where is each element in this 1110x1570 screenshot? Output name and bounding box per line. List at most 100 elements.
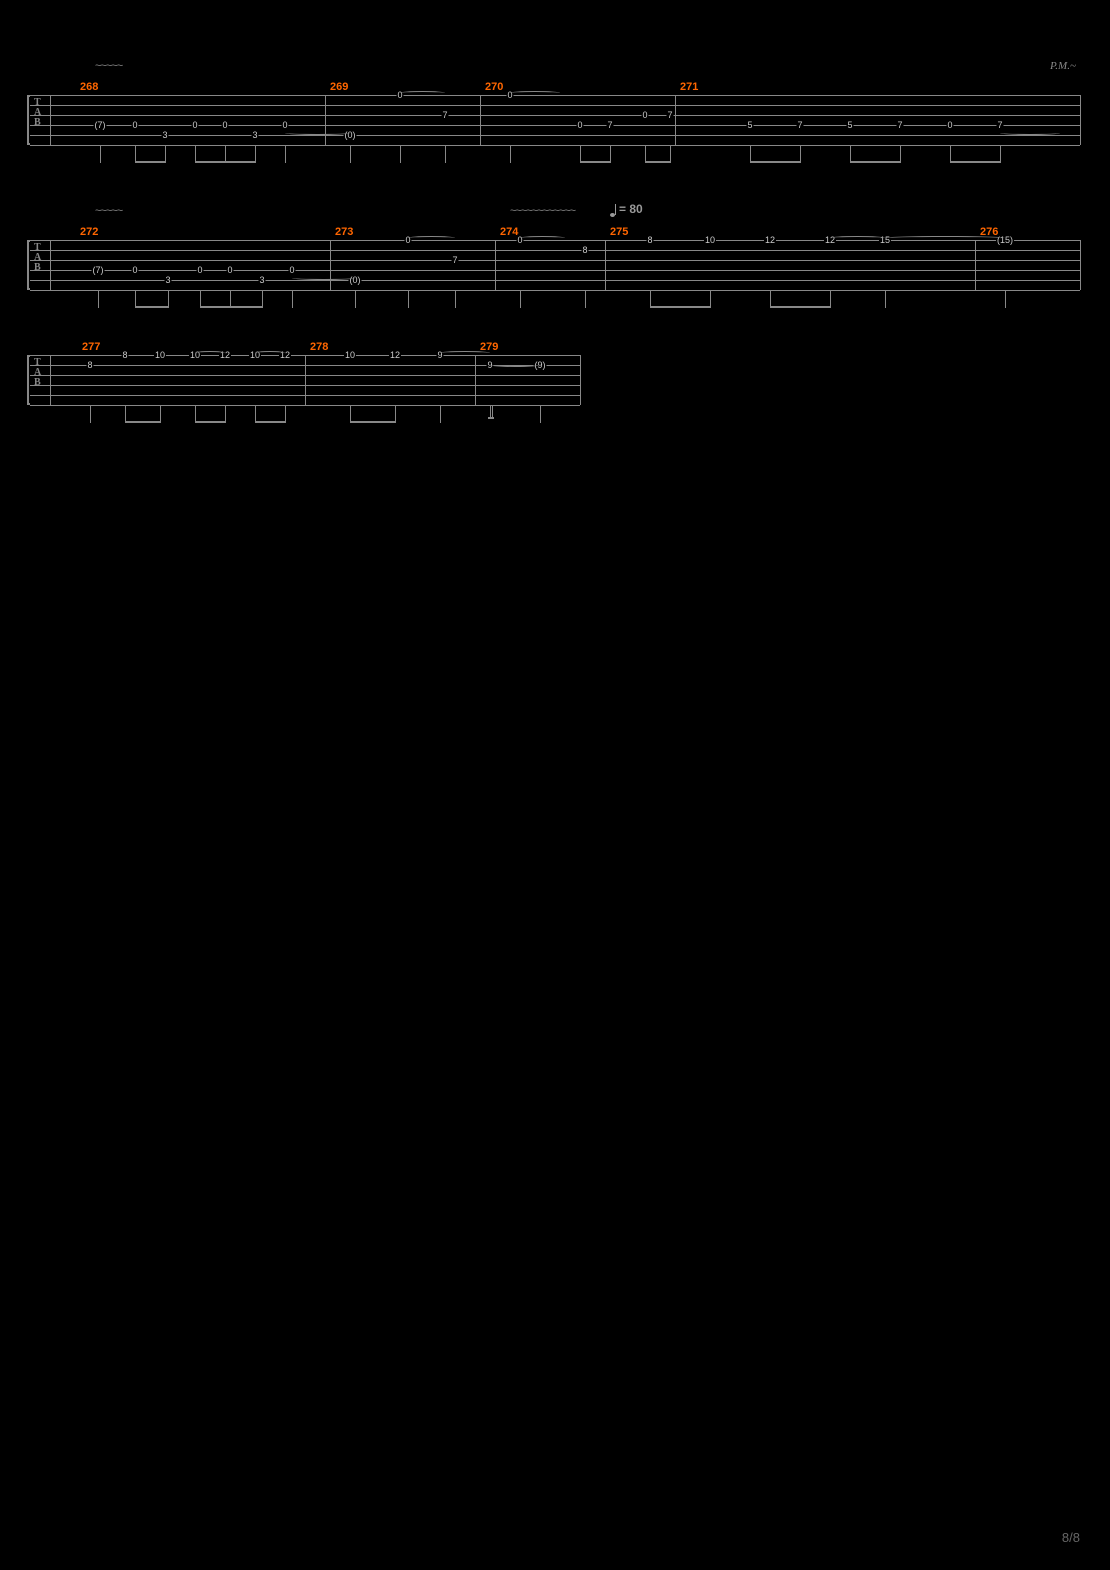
tie-slur — [400, 91, 445, 95]
fret-number: 7 — [796, 121, 803, 130]
fret-number: 5 — [746, 121, 753, 130]
fret-number: 7 — [996, 121, 1003, 130]
measure-number: 275 — [610, 226, 628, 238]
tie-slur — [255, 351, 285, 355]
fret-number: 7 — [606, 121, 613, 130]
fret-number: 7 — [896, 121, 903, 130]
barline — [50, 355, 51, 405]
staff-line — [30, 405, 580, 406]
barline — [325, 95, 326, 145]
vibrato-mark: ~~~~~ — [95, 60, 122, 72]
fret-number: (7) — [94, 121, 107, 130]
tab-clef: TAB — [34, 358, 41, 388]
note-beam — [255, 421, 285, 423]
staff-line — [30, 280, 1080, 281]
note-stem — [285, 405, 286, 423]
note-stem — [98, 290, 99, 308]
measure-number: 271 — [680, 81, 698, 93]
measure-number: 273 — [335, 226, 353, 238]
note-stem — [100, 145, 101, 163]
measure-number: 278 — [310, 341, 328, 353]
note-stem — [400, 145, 401, 163]
fret-number: 3 — [251, 131, 258, 140]
note-beam — [200, 306, 262, 308]
note-beam — [750, 161, 800, 163]
fret-number: 8 — [581, 246, 588, 255]
note-stem — [292, 290, 293, 308]
note-stem — [885, 290, 886, 308]
barline — [50, 240, 51, 290]
note-stem — [610, 145, 611, 163]
staff-bracket — [27, 240, 30, 290]
note-stem — [1005, 290, 1006, 308]
note-beam — [950, 161, 1000, 163]
fret-number: 7 — [451, 256, 458, 265]
fret-number: 0 — [576, 121, 583, 130]
fret-number: 0 — [281, 121, 288, 130]
note-stem — [520, 290, 521, 308]
note-beam — [580, 161, 610, 163]
note-beam — [135, 161, 165, 163]
fret-number: 0 — [131, 266, 138, 275]
note-stem — [225, 405, 226, 423]
measure-number: 272 — [80, 226, 98, 238]
note-stem — [408, 290, 409, 308]
palm-mute-mark: P.M.~ — [1050, 60, 1076, 72]
note-stem — [830, 290, 831, 308]
note-stem — [255, 145, 256, 163]
fret-number: 0 — [946, 121, 953, 130]
staff-line — [30, 145, 1080, 146]
note-beam — [488, 417, 494, 419]
staff-line — [30, 135, 1080, 136]
note-stem — [710, 290, 711, 308]
tie-slur — [885, 236, 1005, 240]
note-stem — [160, 405, 161, 423]
barline — [480, 95, 481, 145]
staff-line — [30, 260, 1080, 261]
tie-slur — [830, 236, 885, 240]
barline — [1080, 95, 1081, 145]
measure-number: 268 — [80, 81, 98, 93]
note-stem — [445, 145, 446, 163]
barline — [495, 240, 496, 290]
note-beam — [195, 161, 255, 163]
tie-slur — [440, 351, 490, 355]
note-stem — [355, 290, 356, 308]
tab-staff: TAB268269270271(7)030030(0)0700707575707 — [30, 95, 1080, 145]
note-stem — [350, 145, 351, 163]
fret-number: 12 — [764, 236, 776, 245]
measure-number: 270 — [485, 81, 503, 93]
tab-clef: TAB — [34, 98, 41, 128]
fret-number: 0 — [131, 121, 138, 130]
tie-slur — [285, 131, 350, 135]
barline — [305, 355, 306, 405]
barline — [975, 240, 976, 290]
fret-number: 0 — [196, 266, 203, 275]
note-stem — [800, 145, 801, 163]
note-stem — [168, 290, 169, 308]
tab-clef: TAB — [34, 243, 41, 273]
page-number: 8/8 — [1062, 1530, 1080, 1545]
staff-line — [30, 105, 1080, 106]
note-beam — [650, 306, 710, 308]
note-beam — [125, 421, 160, 423]
note-stem — [900, 145, 901, 163]
tie-slur — [490, 363, 540, 367]
note-beam — [850, 161, 900, 163]
note-stem — [510, 145, 511, 163]
tie-slur — [195, 351, 225, 355]
vibrato-mark: ~~~~~~~~~~~~ — [510, 205, 575, 217]
barline — [1080, 240, 1081, 290]
tab-staff: TAB277278279881010121012101299(9) — [30, 355, 580, 405]
barline — [475, 355, 476, 405]
note-stem — [1000, 145, 1001, 163]
barline — [580, 355, 581, 405]
fret-number: 3 — [161, 131, 168, 140]
note-stem — [670, 145, 671, 163]
fret-number: (7) — [92, 266, 105, 275]
note-beam — [135, 306, 168, 308]
fret-number: 7 — [441, 111, 448, 120]
tie-slur — [510, 91, 560, 95]
note-stem — [440, 405, 441, 423]
staff-line — [30, 115, 1080, 116]
